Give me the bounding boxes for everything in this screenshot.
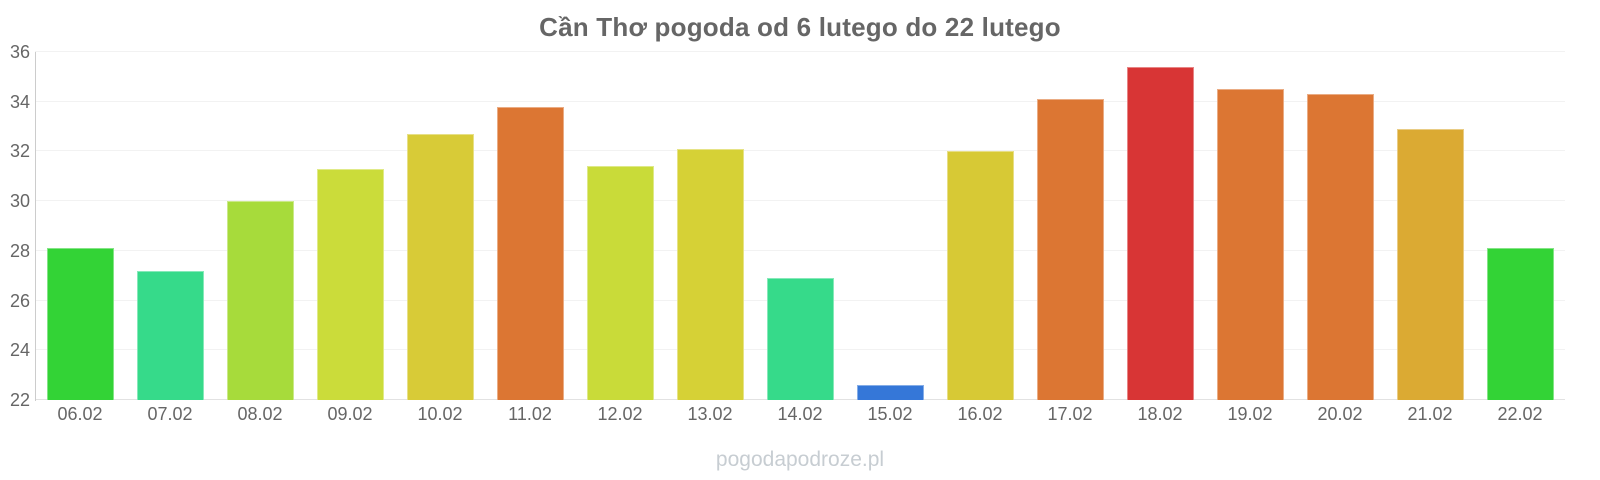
bar-layer <box>35 52 1565 400</box>
bar-column <box>1115 52 1205 400</box>
x-axis-label: 17.02 <box>1047 404 1093 424</box>
x-axis-label: 14.02 <box>777 404 823 424</box>
bar-column <box>125 52 215 400</box>
gridline <box>35 150 1565 152</box>
y-axis-label: 24 <box>9 340 30 361</box>
bar[interactable] <box>1396 129 1464 400</box>
x-axis-label: 10.02 <box>417 404 463 424</box>
x-axis-label: 15.02 <box>867 404 913 424</box>
gridline <box>35 51 1565 52</box>
bar[interactable] <box>1486 248 1554 400</box>
x-axis-label: 16.02 <box>957 404 1003 424</box>
bar-column <box>575 52 665 400</box>
bar-column <box>1475 52 1565 400</box>
x-axis-label: 13.02 <box>687 404 733 424</box>
bar[interactable] <box>136 270 204 400</box>
bar[interactable] <box>1306 94 1374 400</box>
bar[interactable] <box>676 148 744 400</box>
bar[interactable] <box>46 248 114 400</box>
y-axis-label: 32 <box>9 141 30 162</box>
bar-column <box>35 52 125 400</box>
bar[interactable] <box>496 106 564 400</box>
y-axis-label: 34 <box>9 91 30 112</box>
gridline <box>35 200 1565 202</box>
bar[interactable] <box>856 385 924 400</box>
gridline <box>35 249 1565 251</box>
x-axis-label: 12.02 <box>597 404 643 424</box>
bar[interactable] <box>1216 89 1284 400</box>
x-axis-label: 11.02 <box>508 404 552 424</box>
bar[interactable] <box>226 201 294 400</box>
bar[interactable] <box>586 166 654 400</box>
x-axis-label: 19.02 <box>1227 404 1273 424</box>
x-axis-label: 21.02 <box>1407 404 1453 424</box>
bar[interactable] <box>946 151 1014 400</box>
bar[interactable] <box>1036 99 1104 400</box>
bar[interactable] <box>766 278 834 400</box>
bar-column <box>1385 52 1475 400</box>
x-axis-label: 07.02 <box>147 404 193 424</box>
bar[interactable] <box>1126 66 1194 400</box>
bar-column <box>215 52 305 400</box>
plot-area <box>35 51 1565 400</box>
bar-column <box>1295 52 1385 400</box>
bar-column <box>845 52 935 400</box>
watermark: pogodapodroze.pl <box>715 448 885 471</box>
bar-column <box>1205 52 1295 400</box>
bar-column <box>485 52 575 400</box>
x-axis-label: 22.02 <box>1497 404 1543 424</box>
gridline <box>35 100 1565 102</box>
y-axis-label: 28 <box>9 240 30 261</box>
chart-title: Cần Thơ pogoda od 6 lutego do 22 lutego <box>539 12 1061 42</box>
y-axis-label: 26 <box>9 290 30 311</box>
y-axis-label: 36 <box>9 42 30 62</box>
x-axis-label: 08.02 <box>237 404 283 424</box>
x-axis-label: 06.02 <box>57 404 103 424</box>
y-axis-label: 30 <box>9 191 30 212</box>
y-axis-line <box>35 52 36 401</box>
x-axis-labels: 06.02 07.02 08.02 09.02 10.02 11.02 12.02 13.02… <box>35 404 1565 425</box>
x-axis-label: 20.02 <box>1317 404 1363 424</box>
bar-column <box>665 52 755 400</box>
bar-column <box>395 52 485 400</box>
bar-column <box>755 52 845 400</box>
x-axis-label: 09.02 <box>327 404 373 424</box>
bar-column <box>935 52 1025 400</box>
bar-column <box>305 52 395 400</box>
y-axis-label: 22 <box>9 390 30 410</box>
x-axis-label: 18.02 <box>1137 404 1183 424</box>
bar[interactable] <box>316 168 384 400</box>
bar-column <box>1025 52 1115 400</box>
bar[interactable] <box>406 134 474 400</box>
